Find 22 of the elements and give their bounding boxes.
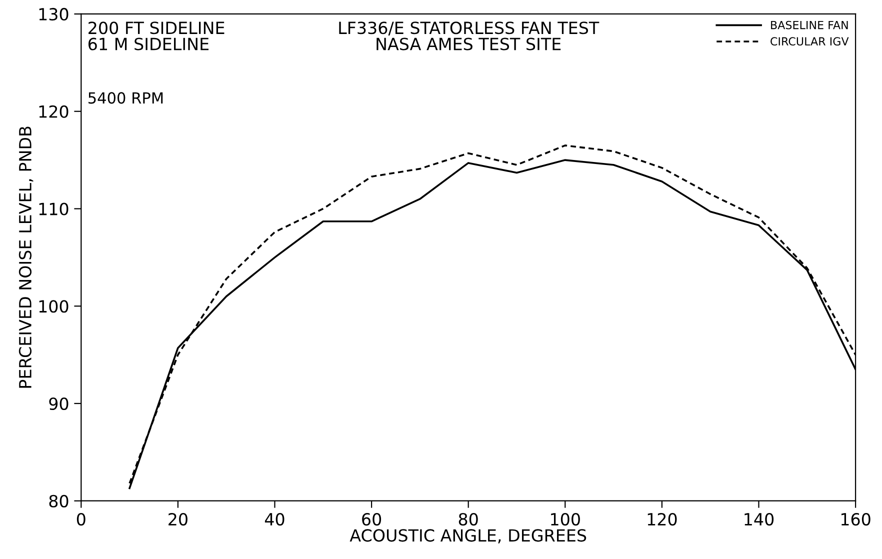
x-tick-label: 100 bbox=[551, 512, 580, 526]
x-tick-label: 120 bbox=[648, 512, 677, 526]
y-tick-label: 100 bbox=[39, 300, 68, 313]
x-tick-label: 80 bbox=[458, 512, 478, 526]
x-tick-label: 40 bbox=[264, 512, 284, 526]
legend-label: BASELINE FAN bbox=[771, 20, 848, 30]
x-tick-label: 160 bbox=[841, 512, 870, 526]
y-tick-label: 90 bbox=[49, 397, 68, 410]
y-tick-label: 130 bbox=[39, 8, 68, 21]
x-tick-label: 60 bbox=[362, 512, 382, 526]
x-tick-label: 140 bbox=[744, 512, 774, 526]
y-tick-label: 80 bbox=[49, 494, 68, 508]
x-tick-label: 20 bbox=[168, 512, 188, 526]
y-axis-title: PERCEIVED NOISE LEVEL, PNDB bbox=[18, 126, 34, 388]
legend-label: CIRCULAR IGV bbox=[770, 37, 849, 46]
text: LF336/E STATORLESS FAN TEST NASA AMES TEST SITE bbox=[339, 22, 600, 50]
x-tick-label: 0 bbox=[76, 512, 86, 526]
y-tick-label: 120 bbox=[39, 105, 68, 118]
annotation: 200 FT SIDELINE 61 M SIDELINE bbox=[88, 22, 224, 50]
annotation: 5400 RPM bbox=[88, 92, 163, 104]
y-tick-label: 110 bbox=[39, 202, 68, 216]
x-axis-title: ACOUSTIC ANGLE, DEGREES bbox=[350, 529, 586, 544]
